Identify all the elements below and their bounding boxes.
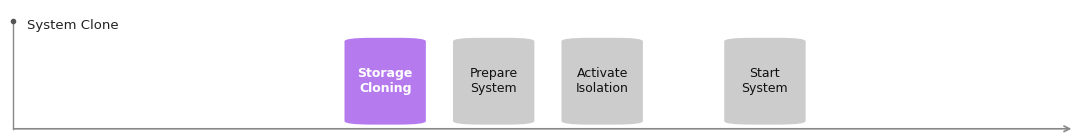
Text: Prepare
System: Prepare System (470, 67, 518, 95)
Text: Start
System: Start System (742, 67, 788, 95)
Text: Storage
Cloning: Storage Cloning (357, 67, 413, 95)
FancyBboxPatch shape (725, 38, 805, 125)
FancyBboxPatch shape (454, 38, 535, 125)
Text: System Clone: System Clone (27, 19, 118, 32)
FancyBboxPatch shape (562, 38, 642, 125)
Text: Activate
Isolation: Activate Isolation (576, 67, 628, 95)
FancyBboxPatch shape (345, 38, 425, 125)
